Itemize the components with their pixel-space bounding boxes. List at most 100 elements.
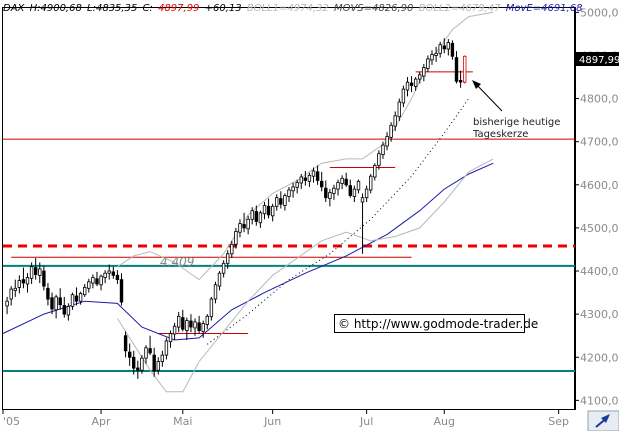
candle-body bbox=[299, 176, 303, 184]
candle bbox=[87, 278, 91, 293]
candle-body bbox=[156, 361, 160, 371]
candle bbox=[422, 64, 426, 82]
candle bbox=[250, 207, 254, 225]
candle-body bbox=[385, 136, 389, 147]
candle-body bbox=[62, 305, 66, 315]
candle-body bbox=[303, 177, 307, 181]
candle bbox=[450, 40, 455, 60]
candle bbox=[434, 46, 438, 62]
candle bbox=[417, 71, 422, 84]
annotation-note-line2: Tageskerze bbox=[472, 129, 528, 140]
header-close-value: 4897,99 bbox=[158, 3, 199, 14]
candle-body bbox=[46, 287, 50, 300]
candle-body bbox=[9, 288, 13, 300]
candle-body bbox=[119, 279, 124, 303]
candle-body bbox=[254, 211, 258, 222]
candle bbox=[230, 240, 234, 259]
candle bbox=[46, 283, 50, 306]
header-movs: MOVS=4826,90 bbox=[334, 3, 413, 14]
candle bbox=[54, 294, 58, 319]
candle bbox=[397, 98, 401, 121]
candle-body bbox=[279, 198, 283, 205]
candle bbox=[136, 360, 140, 379]
candle bbox=[168, 330, 173, 348]
time-axis-ticks: '05 Apr Mai Jun Jul Aug Sep bbox=[2, 409, 569, 428]
candle-body bbox=[83, 286, 87, 296]
candle-body bbox=[413, 78, 418, 87]
candle bbox=[13, 279, 17, 297]
candle bbox=[360, 193, 365, 254]
candle bbox=[70, 292, 75, 310]
candle bbox=[344, 172, 348, 187]
candle-body bbox=[348, 185, 352, 196]
candle bbox=[205, 314, 209, 330]
candle bbox=[217, 271, 222, 291]
candle-body bbox=[58, 297, 62, 306]
candle-body bbox=[442, 45, 446, 50]
candle bbox=[368, 174, 373, 194]
candle bbox=[393, 111, 397, 131]
candle-body bbox=[246, 218, 250, 230]
candle bbox=[213, 281, 218, 304]
candle-body bbox=[13, 287, 17, 291]
candle bbox=[140, 355, 144, 374]
time-tick-label: Mai bbox=[173, 415, 192, 428]
candle-body bbox=[66, 305, 71, 316]
candle bbox=[34, 258, 38, 280]
candle bbox=[25, 273, 30, 293]
candle-body bbox=[70, 294, 75, 307]
navigate-arrow-icon[interactable] bbox=[595, 414, 610, 428]
candle bbox=[103, 270, 107, 284]
candle-body bbox=[373, 164, 377, 178]
candle-body bbox=[364, 188, 369, 199]
header-high: H:4900,68 bbox=[30, 3, 82, 14]
price-tag-box bbox=[576, 52, 619, 66]
candle-body bbox=[336, 182, 340, 190]
candle bbox=[225, 250, 230, 269]
candle bbox=[348, 179, 352, 198]
price-tick-label: 4600,00 bbox=[580, 179, 619, 192]
candle-body bbox=[168, 333, 173, 343]
candle bbox=[181, 309, 185, 332]
candle bbox=[458, 70, 463, 88]
candle-body bbox=[21, 279, 26, 284]
candle bbox=[462, 55, 467, 84]
candle-body bbox=[377, 153, 381, 166]
candle bbox=[279, 191, 283, 209]
candle-body bbox=[205, 315, 209, 325]
chart-header: DAX H:4900,68 L:4835,35 C: 4897,99 +60,1… bbox=[3, 3, 582, 14]
time-tick-label: Sep bbox=[548, 415, 569, 428]
candle bbox=[38, 262, 42, 284]
candle bbox=[283, 193, 287, 211]
candle bbox=[238, 219, 242, 238]
candle-body bbox=[78, 292, 83, 302]
candle bbox=[176, 311, 181, 333]
candle bbox=[74, 287, 79, 306]
candle bbox=[413, 76, 418, 91]
candles bbox=[5, 38, 467, 379]
candle bbox=[156, 357, 160, 375]
candle-body bbox=[381, 144, 385, 156]
candle-body bbox=[401, 88, 406, 104]
candle-body bbox=[213, 284, 218, 300]
candle-body bbox=[74, 295, 79, 302]
candle-body bbox=[291, 186, 295, 192]
candle bbox=[185, 317, 189, 341]
candle bbox=[221, 260, 226, 278]
candle-body bbox=[176, 315, 181, 328]
candle-body bbox=[172, 325, 177, 335]
header-boll1: BOLL1=4974,32 bbox=[247, 3, 329, 14]
candle-body bbox=[405, 81, 410, 91]
price-tick-label: 4500,00 bbox=[580, 222, 619, 235]
candle-body bbox=[250, 210, 254, 220]
candle-body bbox=[99, 275, 103, 286]
candle-body bbox=[42, 270, 46, 287]
candle-body bbox=[127, 351, 132, 358]
candle-body bbox=[221, 262, 226, 274]
candle bbox=[401, 85, 406, 108]
candle-body bbox=[95, 278, 99, 285]
candle-body bbox=[446, 42, 450, 50]
candle bbox=[246, 215, 250, 235]
candle-body bbox=[242, 224, 246, 229]
